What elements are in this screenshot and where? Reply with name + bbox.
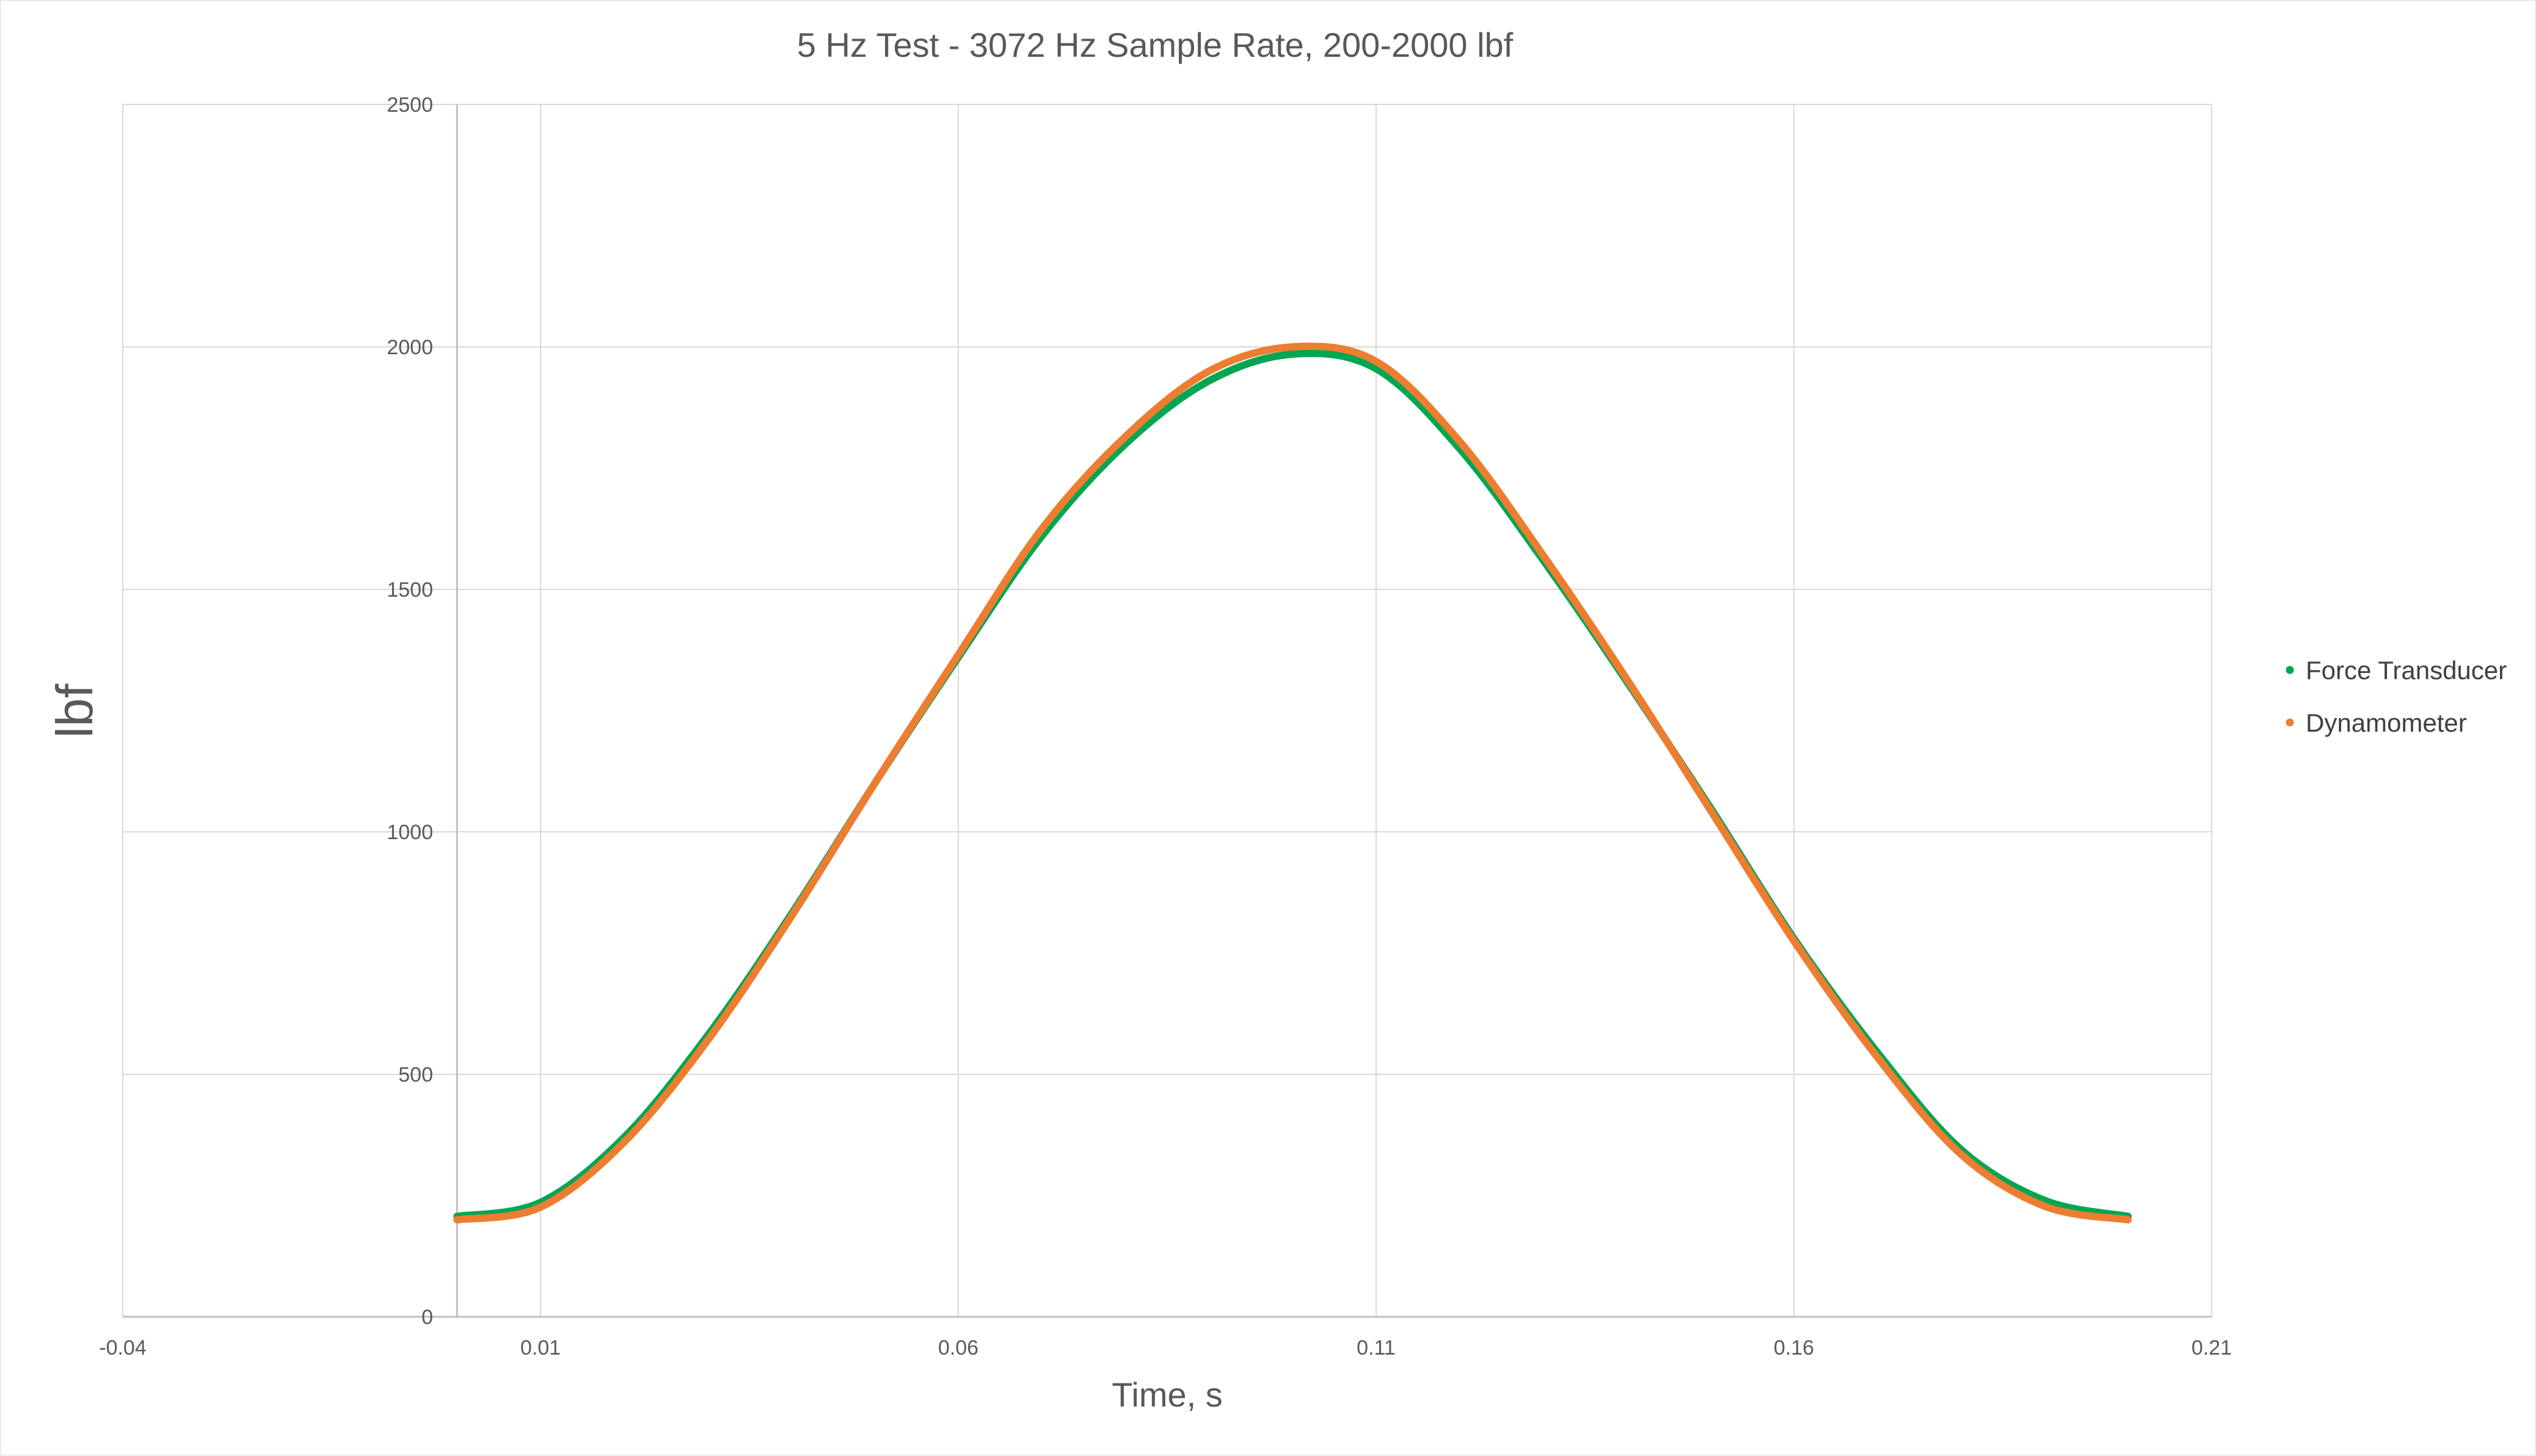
x-tick-label: 0.21 (2192, 1336, 2232, 1360)
y-axis-title: lbf (46, 683, 103, 738)
y-tick-label: 1000 (387, 821, 433, 844)
legend-label-force-transducer: Force Transducer (2306, 656, 2507, 685)
x-tick-label: 0.16 (1774, 1336, 1814, 1360)
x-axis-title: Time, s (1112, 1375, 1222, 1414)
y-tick-label: 500 (398, 1063, 433, 1087)
legend-label-dynamometer: Dynamometer (2306, 708, 2467, 737)
axis-layer (123, 104, 2212, 1318)
y-tick-label: 1500 (387, 578, 433, 602)
chart-title: 5 Hz Test - 3072 Hz Sample Rate, 200-200… (797, 26, 1514, 64)
series-layer (453, 342, 2132, 1224)
y-tick-label: 2500 (387, 93, 433, 117)
x-tick-label: 0.01 (520, 1336, 561, 1360)
grid-layer (122, 104, 2212, 1317)
x-tick-label: -0.04 (99, 1336, 147, 1360)
series-line-dynamometer (453, 342, 2132, 1224)
legend: Force Transducer Dynamometer (2286, 656, 2507, 737)
y-tick-label: 0 (421, 1306, 433, 1329)
legend-marker-force-transducer (2286, 666, 2294, 674)
x-tick-label: 0.11 (1357, 1336, 1396, 1360)
y-tick-label: 2000 (387, 336, 433, 359)
series-line-force-transducer (453, 349, 2132, 1220)
x-tick-label: 0.06 (938, 1336, 978, 1360)
tick-layer: 0 500 1000 1500 2000 2500 -0.04 0.01 0.06 0.11 0.1… (99, 93, 2232, 1360)
legend-marker-dynamometer (2286, 718, 2294, 727)
